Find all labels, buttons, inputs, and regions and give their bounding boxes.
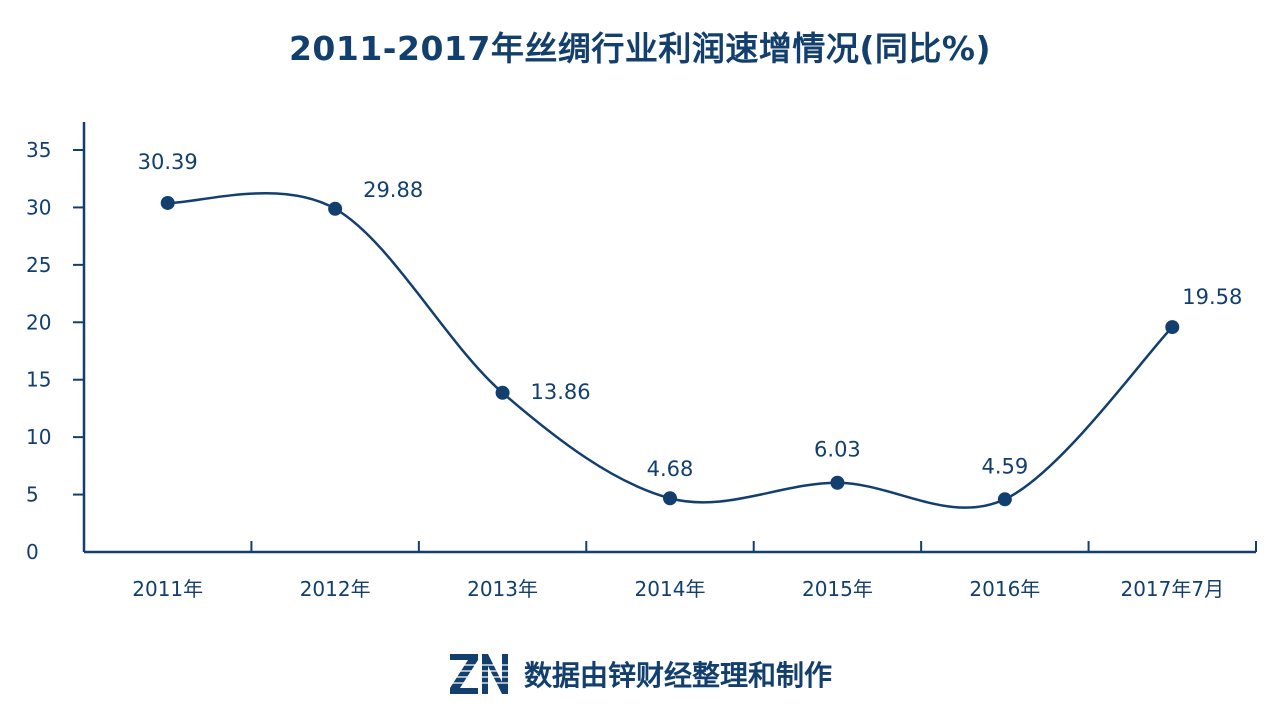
y-tick-label: 5 <box>26 483 39 507</box>
y-tick-label: 15 <box>26 368 51 392</box>
x-tick-label: 2016年 <box>969 577 1040 601</box>
y-tick-label: 10 <box>26 425 51 449</box>
data-label: 4.68 <box>647 457 694 481</box>
data-point <box>663 491 677 506</box>
x-tick-label: 2013年 <box>467 577 538 601</box>
y-tick-label: 35 <box>26 138 51 162</box>
data-point <box>997 492 1012 507</box>
x-tick-label: 2012年 <box>300 577 371 601</box>
data-label: 19.58 <box>1182 285 1242 309</box>
chart-title: 2011-2017年丝绸行业利润速增情况(同比%) <box>288 29 992 68</box>
data-point <box>495 385 510 400</box>
data-point <box>830 475 845 490</box>
y-tick-label: 20 <box>26 310 51 334</box>
x-tick-label: 2014年 <box>635 577 706 601</box>
data-label: 13.86 <box>531 380 591 404</box>
footer: 数据由锌财经整理和制作 <box>0 652 1280 696</box>
data-point <box>328 201 343 216</box>
y-tick-label: 0 <box>26 540 39 564</box>
zn-logo-icon <box>447 654 510 694</box>
data-label: 4.59 <box>981 454 1028 478</box>
data-point <box>160 195 175 210</box>
x-tick-label: 2017年7月 <box>1120 577 1224 601</box>
data-label: 6.03 <box>814 438 861 462</box>
y-tick-label: 25 <box>26 253 51 277</box>
x-tick-label: 2011年 <box>132 577 203 601</box>
y-tick-label: 30 <box>26 195 51 219</box>
footer-credit: 数据由锌财经整理和制作 <box>523 659 832 692</box>
data-label: 29.88 <box>363 178 423 202</box>
data-label: 30.39 <box>138 150 198 174</box>
x-tick-label: 2015年 <box>802 577 873 601</box>
data-point <box>1165 320 1180 335</box>
